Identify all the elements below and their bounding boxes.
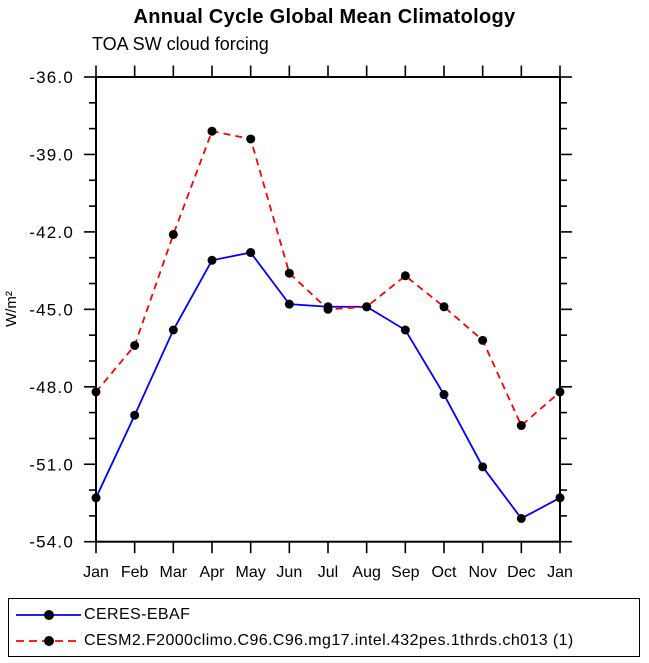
data-point-marker-0 (284, 299, 294, 309)
plot-area: Jan Feb Mar Apr May Jun Jul Aug Sep Oct Nov Dec Jan-… (3, 65, 573, 581)
data-point-marker-0 (439, 390, 449, 400)
x-tick-label: Apr (200, 564, 226, 581)
y-tick-label: -48.0 (29, 378, 74, 397)
data-point-marker-0 (91, 493, 101, 503)
x-tick-label: Feb (121, 564, 149, 581)
x-tick-label: Jul (318, 564, 338, 581)
data-point-marker-1 (362, 302, 372, 312)
legend-item-cesm2: CESM2.F2000climo.C96.C96.mg17.intel.432p… (9, 628, 639, 654)
x-tick-label: Sep (391, 564, 420, 581)
chart-title: Annual Cycle Global Mean Climatology (133, 6, 516, 28)
y-tick-label: -36.0 (29, 68, 74, 87)
legend-marker-dot (44, 635, 54, 646)
x-tick-label: Mar (160, 564, 188, 581)
data-point-marker-1 (400, 271, 410, 281)
data-point-marker-1 (91, 387, 101, 397)
data-point-marker-0 (478, 462, 488, 472)
data-point-marker-1 (323, 304, 333, 314)
data-point-marker-1 (207, 126, 217, 136)
legend-box: CERES-EBAF CESM2.F2000climo.C96.C96.mg17… (8, 598, 640, 657)
legend-label: CERES-EBAF (84, 605, 191, 623)
y-tick-label: -42.0 (29, 223, 74, 242)
y-tick-label: -45.0 (29, 300, 74, 319)
data-point-marker-1 (516, 421, 526, 431)
data-point-marker-0 (130, 410, 140, 420)
x-tick-label: Jun (276, 564, 302, 581)
legend-line-sample-dashed (16, 635, 81, 646)
x-tick-label: Dec (507, 564, 535, 581)
legend-label: CESM2.F2000climo.C96.C96.mg17.intel.432p… (84, 631, 574, 649)
data-point-marker-0 (555, 493, 565, 503)
x-tick-label: Oct (432, 564, 457, 581)
data-point-marker-1 (168, 229, 178, 239)
y-tick-label: -39.0 (29, 145, 74, 164)
data-point-marker-0 (207, 255, 217, 265)
data-point-marker-0 (246, 248, 256, 258)
chart-subtitle: TOA SW cloud forcing (92, 34, 269, 54)
data-point-marker-1 (439, 302, 449, 312)
data-point-marker-0 (516, 513, 526, 523)
x-tick-label: Aug (352, 564, 380, 581)
data-point-marker-1 (478, 335, 488, 345)
x-tick-label: Jan (547, 564, 573, 581)
legend-marker-dot (44, 609, 54, 620)
series-line-0 (95, 251, 561, 520)
data-point-marker-1 (246, 134, 256, 144)
data-point-marker-0 (400, 325, 410, 335)
data-point-marker-1 (130, 340, 140, 350)
data-point-marker-0 (168, 325, 178, 335)
legend-item-ceres-ebaf: CERES-EBAF (9, 602, 639, 628)
y-tick-label: -51.0 (29, 455, 74, 474)
x-tick-label: Nov (468, 564, 496, 581)
data-point-marker-1 (555, 387, 565, 397)
series-line-1 (95, 130, 561, 427)
y-axis-title: W/m² (3, 291, 20, 327)
legend-line-sample-solid (16, 609, 81, 620)
x-tick-label: May (236, 564, 266, 581)
x-tick-label: Jan (83, 564, 109, 581)
y-tick-label: -54.0 (29, 533, 74, 552)
data-point-marker-1 (284, 268, 294, 278)
